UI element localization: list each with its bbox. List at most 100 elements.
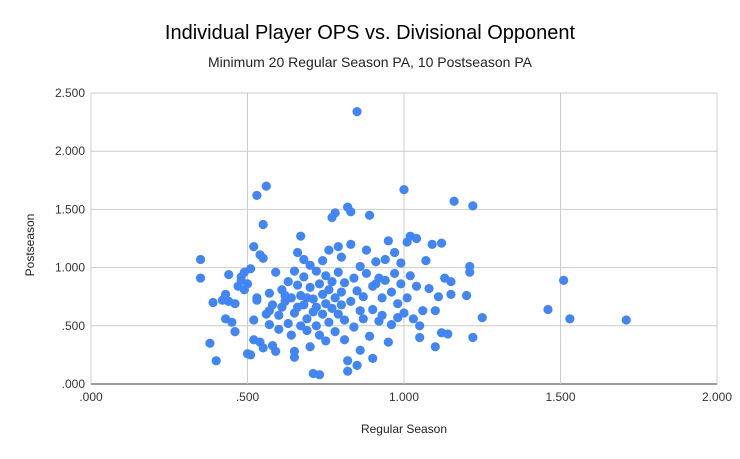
x-tick-label: .500 [236, 390, 260, 404]
data-point [364, 210, 375, 220]
data-point [336, 287, 346, 297]
data-point [390, 247, 400, 258]
data-point [252, 190, 262, 201]
x-tick-label: .000 [79, 390, 103, 404]
y-tick-label: .000 [62, 377, 86, 391]
data-point [242, 279, 253, 289]
data-point [355, 306, 365, 316]
data-point [311, 321, 321, 331]
data-point [346, 207, 356, 217]
y-tick-label: 1.000 [55, 261, 85, 275]
data-point [292, 247, 303, 258]
x-axis-label: Regular Season [361, 422, 447, 436]
data-point [364, 331, 375, 341]
data-point [430, 306, 440, 316]
x-tick-label: 2.000 [702, 390, 732, 404]
data-point [336, 300, 346, 310]
data-point [220, 289, 231, 299]
data-point [264, 320, 275, 330]
data-point [318, 309, 328, 319]
data-point [258, 343, 268, 353]
data-point [271, 267, 281, 277]
data-point [314, 330, 325, 340]
data-point [424, 283, 434, 294]
data-point [368, 353, 378, 363]
data-point [258, 253, 268, 263]
data-point [249, 315, 259, 325]
data-point [208, 297, 218, 308]
data-point [333, 267, 343, 277]
data-point [264, 288, 275, 298]
data-point [324, 317, 334, 327]
data-point [380, 275, 390, 286]
data-point [380, 254, 390, 265]
y-tick-label: .500 [62, 319, 86, 333]
x-axis-ticks: .000 .500 1.000 1.500 2.000 [79, 390, 732, 404]
data-point [314, 370, 325, 380]
data-point [343, 356, 353, 366]
data-point [418, 306, 428, 316]
data-point [477, 313, 487, 323]
data-point [368, 304, 378, 315]
data-point [305, 282, 315, 292]
data-point [195, 273, 206, 283]
y-tick-label: 2.500 [55, 86, 85, 100]
data-point [252, 293, 262, 303]
data-point [224, 269, 234, 280]
data-point [264, 306, 275, 316]
data-point [436, 238, 447, 248]
data-point [465, 267, 475, 277]
data-point [318, 256, 328, 266]
data-point [339, 278, 350, 288]
data-point [339, 315, 350, 325]
data-point [339, 335, 350, 345]
data-point [311, 302, 321, 312]
data-point [402, 293, 412, 303]
data-point [399, 308, 409, 318]
data-point [271, 346, 281, 357]
data-point [449, 196, 459, 206]
data-point [314, 279, 325, 289]
data-point [393, 313, 403, 323]
data-point [408, 314, 418, 324]
data-point [446, 276, 456, 287]
data-point [274, 310, 284, 320]
data-point [383, 236, 393, 246]
data-point [258, 219, 268, 230]
data-point [289, 346, 300, 357]
x-tick-label: 1.500 [545, 390, 575, 404]
data-point [386, 287, 397, 297]
data-point [543, 304, 553, 315]
data-point [289, 266, 300, 276]
data-point [299, 254, 309, 265]
chart-subtitle: Minimum 20 Regular Season PA, 10 Postsea… [208, 54, 532, 70]
data-point [330, 327, 340, 337]
data-point [386, 320, 397, 330]
data-point [333, 242, 343, 252]
data-point [411, 233, 422, 244]
data-point [346, 296, 356, 306]
data-point [296, 231, 306, 241]
data-point [249, 242, 259, 252]
data-point [299, 300, 309, 310]
data-point [333, 309, 343, 319]
data-point [283, 276, 293, 287]
data-points [195, 107, 631, 380]
y-axis-ticks: .000 .500 1.000 1.500 2.000 2.500 [55, 86, 85, 391]
data-point [361, 268, 372, 279]
data-point [352, 286, 362, 296]
data-point [361, 245, 372, 255]
data-point [433, 292, 444, 302]
data-point [352, 360, 362, 370]
data-point [296, 321, 306, 331]
data-point [324, 285, 334, 295]
data-point [396, 279, 406, 289]
data-point [390, 268, 400, 279]
data-point [621, 315, 631, 325]
data-point [468, 332, 478, 343]
y-tick-label: 2.000 [55, 144, 85, 158]
gridlines [90, 92, 718, 385]
data-point [227, 317, 237, 327]
data-point [283, 318, 293, 329]
